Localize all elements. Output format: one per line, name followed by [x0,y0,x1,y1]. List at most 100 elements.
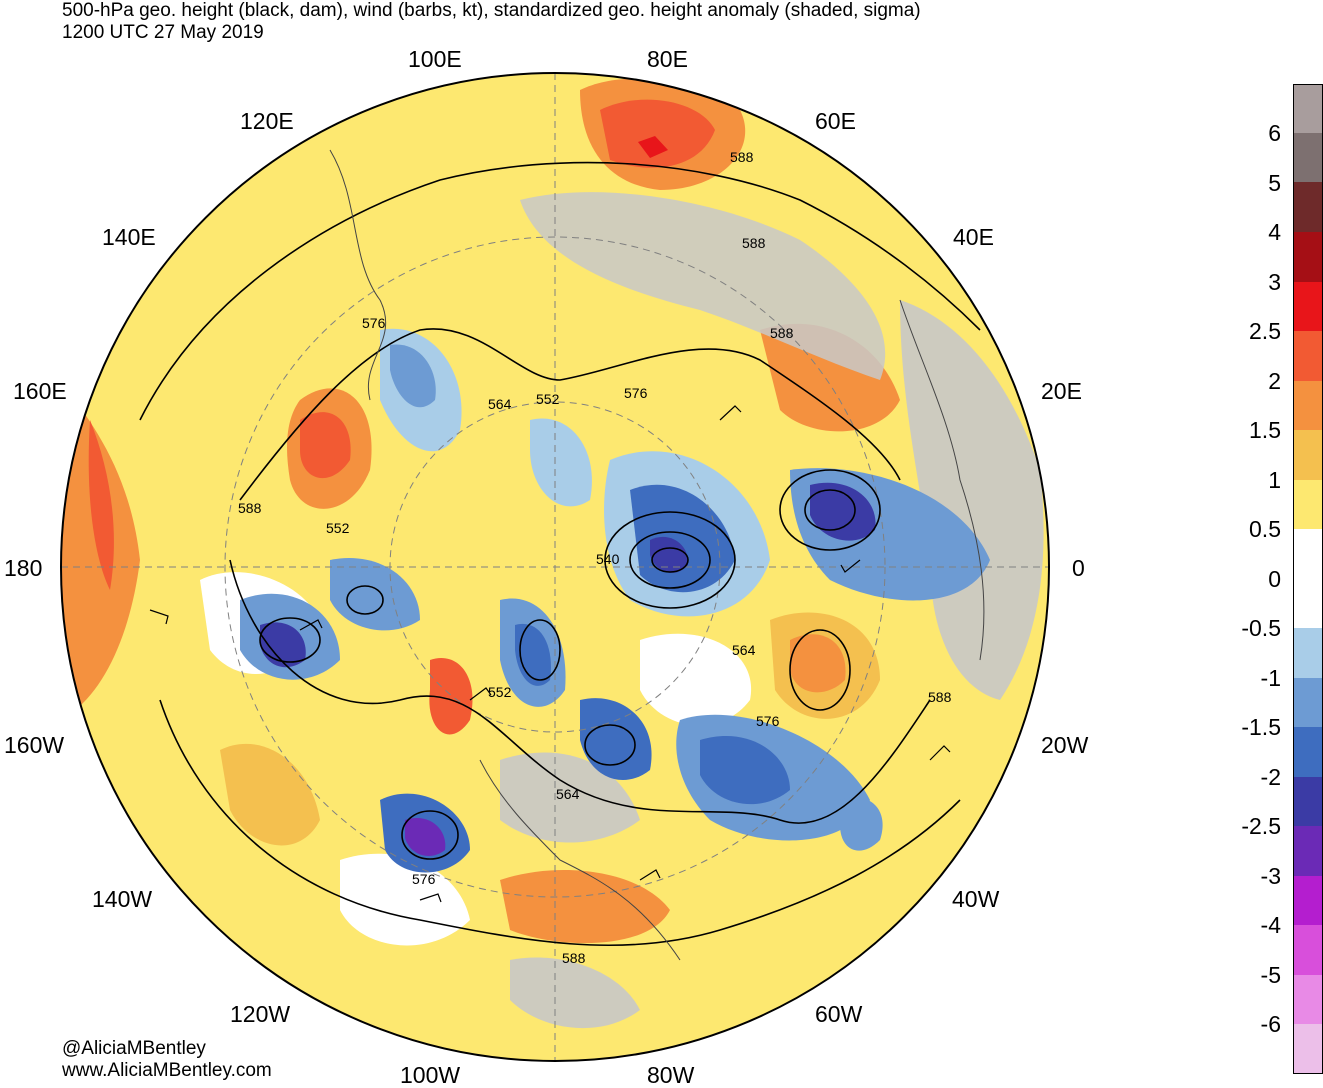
colorbar-swatch [1293,381,1323,430]
height-contour [804,489,856,531]
colorbar-swatch [1293,777,1323,826]
colorbar-swatch [1293,579,1323,628]
lon-label-40w: 40W [952,886,1000,912]
lon-label-100e: 100E [408,46,462,72]
anomaly-negative-mid-atlantic [840,797,883,851]
height-contour [401,810,459,860]
colorbar-tick-label: -5 [1260,962,1281,988]
lon-label-120e: 120E [240,108,294,134]
contour-label: 588 [562,950,586,966]
lon-label-60e: 60E [815,108,856,134]
anomaly-strong-siberia [600,99,715,168]
contour-label: 564 [732,642,756,658]
colorbar-swatch [1293,925,1323,975]
height-contour [159,699,961,947]
lon-label-160w: 160W [4,732,65,758]
anomaly-positive-gulf [500,870,670,944]
colorbar-tick-label: 0 [1268,566,1281,592]
lon-label-140e: 140E [102,224,156,250]
contour-label: 576 [362,315,386,331]
anomaly-strong-dateline [88,420,114,590]
colorbar-swatch [1293,678,1323,727]
credit-handle: @AliciaMBentley [62,1038,206,1059]
contour-label: 576 [624,385,648,401]
lon-label-60w: 60W [815,1001,863,1027]
anomaly-max-bering [260,622,306,668]
wind-barb [299,619,323,631]
anomaly-strong-labrador [580,698,652,780]
anomaly-positive-pacific [220,743,320,846]
colorbar-swatch [1293,480,1323,529]
anomaly-strong-canada [429,658,473,735]
anomaly-strong-alaska [300,412,351,479]
colorbar-tick-label: 2.5 [1249,318,1281,344]
neutral-hudson [640,633,752,726]
lon-label-0: 0 [1072,555,1085,581]
height-contour [629,531,711,589]
chart-title: 500-hPa geo. height (black, dam), wind (… [62,0,921,21]
anomaly-strong-baffin [515,623,551,686]
height-contour [229,559,931,824]
land-central-america [510,957,640,1029]
land-eurasia [520,192,886,380]
colorbar-tick-label: 6 [1268,120,1281,146]
map-fill [61,73,1049,1061]
contour-label: 588 [238,500,262,516]
coastlines [329,149,985,961]
colorbar-swatch [1293,232,1323,282]
credit-block: @AliciaMBentley www.AliciaMBentley.com [62,1038,272,1082]
valid-time: 1200 UTC 27 May 2019 [62,22,264,43]
lon-label-20w: 20W [1041,732,1089,758]
contour-label: 588 [770,325,794,341]
wind-barb [639,869,661,881]
colorbar-frame [1293,84,1323,1074]
colorbar-tick-label: -1 [1260,665,1281,691]
height-contour [239,328,901,501]
anomaly-max-scandinavia [810,482,876,541]
coastline [899,299,985,661]
contour-label: 564 [556,786,580,802]
colorbar-tick-label: 1 [1268,467,1281,493]
anomaly-negative-alaska [330,558,420,631]
colorbar-tick-label: 4 [1268,219,1281,245]
colorbar-tick-label: 0.5 [1249,516,1281,542]
wind-barb [469,687,492,701]
lon-label-20e: 20E [1041,378,1082,404]
height-contour [519,619,561,681]
colorbar-tick-label: -2 [1260,764,1281,790]
colorbar-swatch [1293,975,1323,1024]
colorbar-swatch [1293,628,1323,678]
anomaly-negative-arctic [530,418,592,507]
lon-label-80w: 80W [647,1062,695,1088]
contour-label: 576 [412,871,436,887]
colorbar-swatch [1293,84,1323,133]
height-contour [346,585,384,615]
contour-label: 588 [730,149,754,165]
coastline [329,149,387,401]
height-contour [789,629,851,711]
colorbar-swatch [1293,133,1323,182]
credit-website: www.AliciaMBentley.com [62,1060,272,1081]
colorbar-swatch [1293,282,1323,331]
land-europe-africa [900,300,1044,700]
contour-label: 576 [756,713,780,729]
height-contour [139,161,981,421]
height-contour [584,724,636,766]
colorbar-swatch [1293,727,1323,777]
globe-outline [60,72,1050,1062]
anomaly-moderate-atlantic [790,634,846,693]
colorbar-swatch [1293,826,1323,876]
wind-barb [719,405,742,421]
colorbar-tick-label: 1.5 [1249,417,1281,443]
colorbar-tick-label: -1.5 [1241,714,1281,740]
latitude-circle [224,236,886,898]
colorbar-tick-label: -0.5 [1241,615,1281,641]
height-contour [259,617,321,663]
wind-barb [149,609,169,625]
colorbar-tick-label: 2 [1268,368,1281,394]
contour-label: 540 [596,551,620,567]
height-contour [604,511,736,609]
lon-label-100w: 100W [400,1062,461,1088]
contour-label: 588 [742,235,766,251]
lon-label-180: 180 [4,555,43,581]
